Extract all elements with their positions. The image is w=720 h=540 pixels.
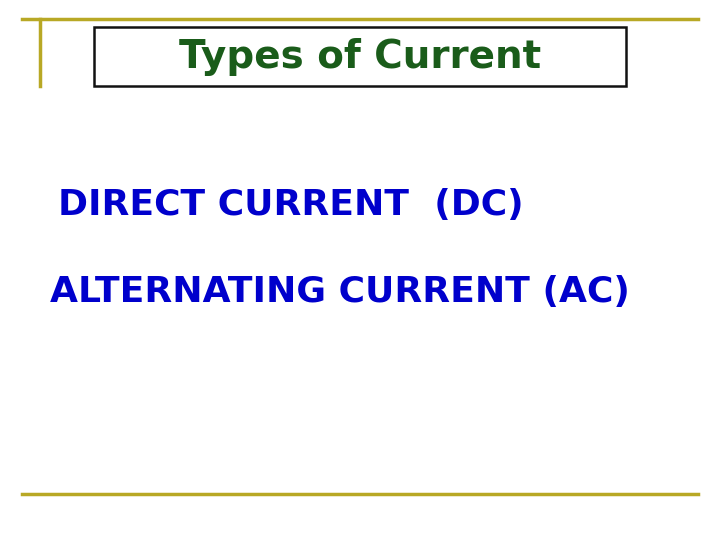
Text: Types of Current: Types of Current [179,38,541,76]
Bar [94,27,626,86]
Text: ALTERNATING CURRENT (AC): ALTERNATING CURRENT (AC) [50,275,630,308]
Text: DIRECT CURRENT  (DC): DIRECT CURRENT (DC) [58,188,523,222]
